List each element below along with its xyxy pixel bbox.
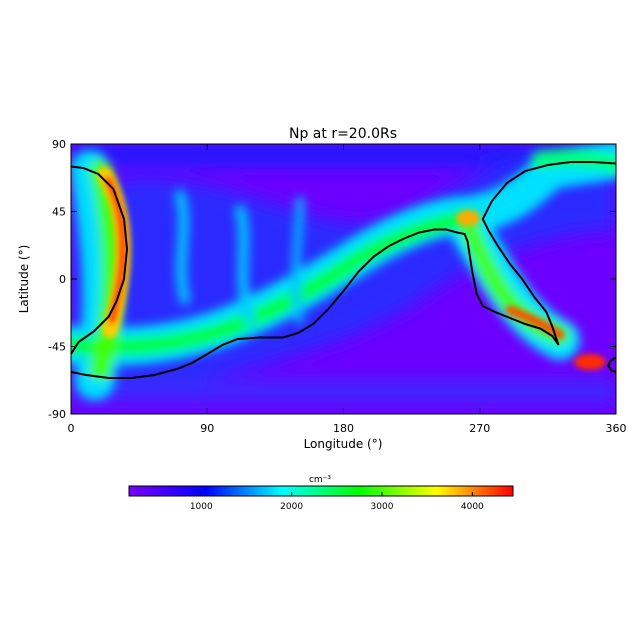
colorbar-unit-label: cm⁻³ (309, 475, 331, 485)
x-tick-label: 180 (333, 422, 354, 435)
neutral-line-contours (71, 161, 616, 379)
sheet-band-green (71, 209, 479, 356)
contour-line-3 (481, 161, 616, 346)
x-tick-label: 0 (68, 422, 75, 435)
chart-title: Np at r=20.0Rs (289, 126, 397, 142)
heatmap-area (71, 144, 616, 414)
y-tick-label: 0 (59, 273, 66, 286)
y-tick-label: 45 (52, 206, 66, 219)
y-axis-label: Latitude (°) (17, 245, 31, 314)
x-axis: 0 90 180 270 360 (68, 144, 627, 435)
contour-line-2 (71, 165, 129, 355)
filament-3 (291, 196, 304, 324)
x-tick-label: 90 (200, 422, 214, 435)
density-band-south (71, 380, 616, 402)
filament-1 (175, 190, 190, 305)
y-axis: 90 45 0 -45 -90 (48, 138, 616, 421)
colorbar (128, 485, 514, 497)
colorbar-tick-label: 4000 (461, 502, 484, 512)
contour-line-4 (607, 356, 616, 373)
contour-line-1 (71, 228, 560, 379)
peak-central-orange (456, 210, 480, 226)
x-axis-label: Longitude (°) (304, 437, 383, 451)
colorbar-tick-label: 1000 (190, 502, 213, 512)
colorbar-tick-label: 2000 (280, 502, 303, 512)
x-tick-label: 360 (606, 422, 627, 435)
colorbar-axis: 1000 2000 3000 4000 (190, 492, 484, 512)
filament-2 (235, 205, 255, 325)
y-tick-label: -90 (48, 408, 66, 421)
peak-far-east-red (574, 354, 606, 370)
peak-southeast-red (505, 305, 565, 340)
y-tick-label: -45 (48, 341, 66, 354)
colorbar-tick-label: 3000 (371, 502, 394, 512)
y-tick-label: 90 (52, 138, 66, 151)
x-tick-label: 270 (469, 422, 490, 435)
